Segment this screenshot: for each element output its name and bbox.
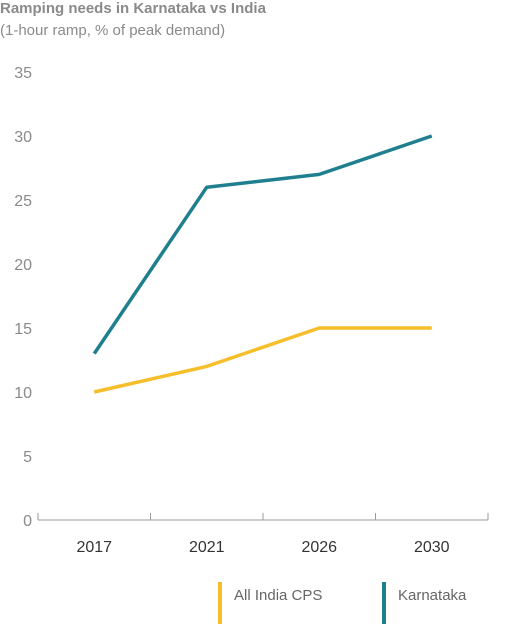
chart-subtitle: (1-hour ramp, % of peak demand)	[0, 22, 226, 39]
y-tick-label: 0	[23, 513, 32, 530]
y-axis-ticks: 0 5 10 15 20 25 30 35	[14, 65, 32, 530]
y-tick-label: 10	[14, 385, 32, 402]
series-line-karnataka	[92, 134, 433, 355]
y-tick-label: 35	[14, 65, 32, 82]
legend-label: Karnataka	[398, 587, 467, 604]
chart-legend: All India CPS Karnataka	[218, 582, 467, 624]
x-tick-label: 2026	[301, 539, 337, 556]
legend-label: All India CPS	[234, 587, 322, 604]
y-tick-label: 30	[14, 129, 32, 146]
legend-swatch	[382, 582, 386, 624]
series-lines	[92, 134, 433, 394]
x-tick-label: 2030	[414, 539, 450, 556]
x-tick-label: 2021	[189, 539, 225, 556]
series-line-all-india-cps	[93, 326, 432, 394]
legend-swatch	[218, 582, 222, 624]
chart-title: Ramping needs in Karnataka vs India	[0, 0, 266, 17]
x-tick-label: 2017	[76, 539, 112, 556]
y-tick-label: 15	[14, 321, 32, 338]
y-tick-label: 20	[14, 257, 32, 274]
chart-axes	[37, 513, 489, 521]
x-axis-ticks: 2017 2021 2026 2030	[76, 539, 449, 556]
y-tick-label: 25	[14, 193, 32, 210]
y-tick-label: 5	[23, 449, 32, 466]
